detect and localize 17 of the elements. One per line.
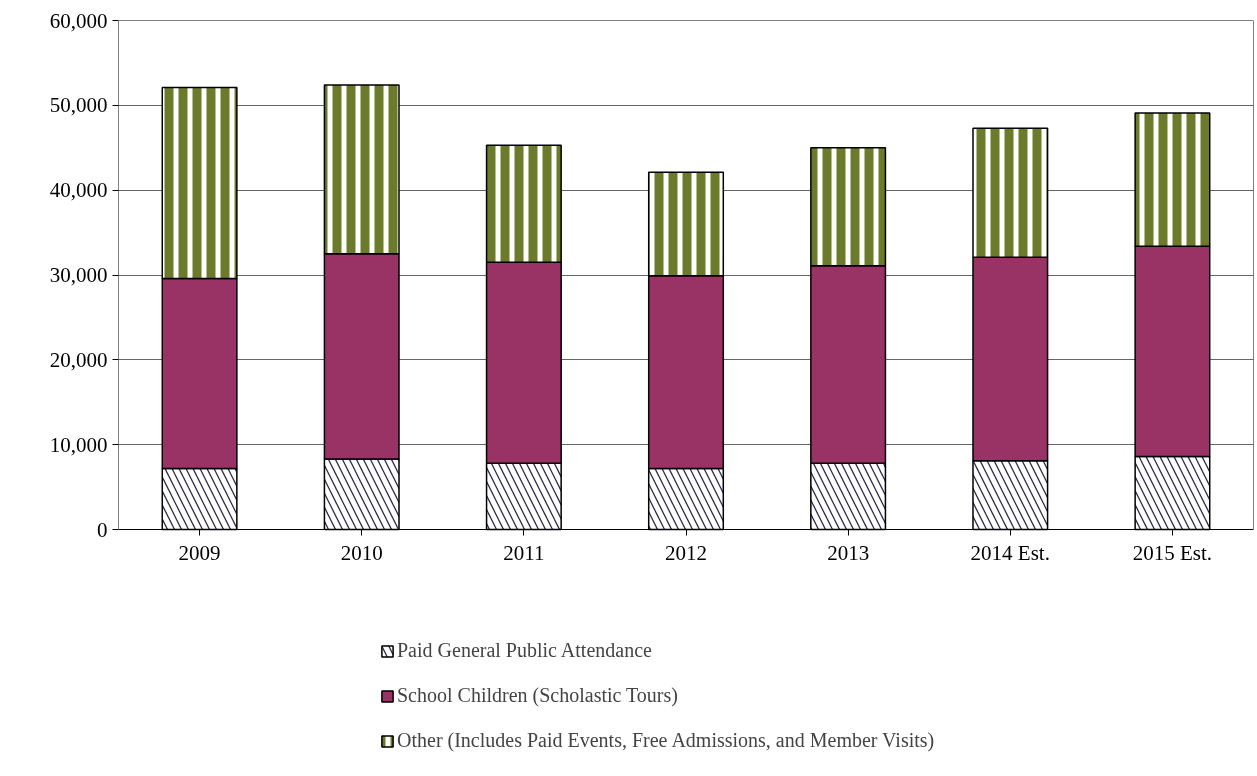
- y-tick-label: 20,000: [49, 347, 108, 372]
- x-tick-label: 2011: [503, 540, 545, 565]
- y-tick-label: 50,000: [49, 93, 108, 118]
- legend-label: Paid General Public Attendance: [397, 639, 652, 662]
- x-tick-label: 2012: [665, 540, 707, 565]
- y-tick-label: 40,000: [49, 178, 108, 203]
- x-tick-label: 2015 Est.: [1132, 540, 1213, 565]
- y-tick-label: 0: [97, 517, 108, 542]
- y-tick-label: 60,000: [49, 8, 108, 33]
- x-tick-label: 2010: [340, 540, 383, 565]
- x-tick-label: 2014 Est.: [970, 540, 1050, 565]
- legend-label: Other (Includes Paid Events, Free Admissions, and Member Visits): [397, 729, 935, 752]
- x-tick-label: 2009: [178, 540, 221, 565]
- x-tick-label: 2013: [827, 540, 870, 565]
- legend-label: School Children (Scholastic Tours): [397, 684, 678, 707]
- y-tick-label: 10,000: [49, 432, 108, 457]
- y-tick-label: 30,000: [49, 263, 108, 287]
